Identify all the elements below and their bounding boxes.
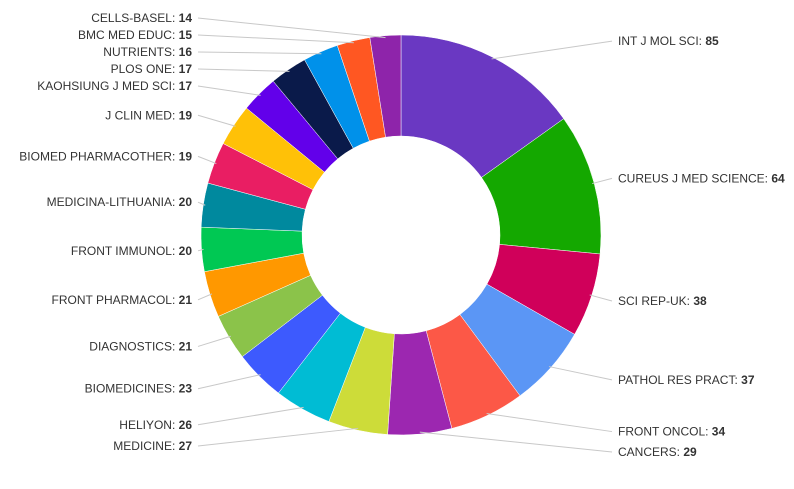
label-nutrients: NUTRIENTS: 16	[103, 45, 192, 59]
label-name: PATHOL RES PRACT:	[618, 373, 741, 387]
label-value: 20	[179, 244, 193, 258]
leader-line-kaohsiung-j-med-sci	[197, 85, 261, 96]
label-name: BMC MED EDUC:	[78, 28, 179, 42]
label-bmc-med-educ: BMC MED EDUC: 15	[78, 28, 192, 42]
label-name: DIAGNOSTICS:	[89, 339, 178, 353]
label-pathol-res-pract: PATHOL RES PRACT: 37	[618, 373, 755, 387]
label-value: 21	[179, 293, 193, 307]
label-value: 26	[179, 418, 193, 432]
label-value: 17	[179, 62, 193, 76]
label-value: 20	[179, 195, 193, 209]
label-name: PLOS ONE:	[111, 62, 179, 76]
label-front-pharmacol: FRONT PHARMACOL: 21	[52, 293, 193, 307]
leader-line-medicine	[197, 427, 359, 447]
label-kaohsiung-j-med-sci: KAOHSIUNG J MED SCI: 17	[37, 79, 192, 93]
label-sci-rep-uk: SCI REP-UK: 38	[618, 294, 707, 308]
slice-int-j-mol-sci[interactable]	[400, 34, 565, 178]
label-j-clin-med: J CLIN MED: 19	[105, 108, 192, 122]
label-cells-basel: CELLS-BASEL: 14	[91, 11, 192, 25]
leader-line-int-j-mol-sci	[491, 40, 613, 60]
label-name: BIOMEDICINES:	[85, 382, 179, 396]
label-value: 29	[683, 445, 697, 459]
label-name: CANCERS:	[618, 445, 683, 459]
leader-line-cells-basel	[197, 17, 386, 39]
label-biomedicines: BIOMEDICINES: 23	[85, 382, 193, 396]
leader-line-biomedicines	[197, 374, 261, 390]
label-name: J CLIN MED:	[105, 108, 178, 122]
label-value: 16	[179, 45, 193, 59]
label-value: 19	[179, 108, 193, 122]
label-name: FRONT ONCOL:	[618, 425, 712, 439]
donut-slices	[200, 34, 602, 436]
label-front-immunol: FRONT IMMUNOL: 20	[71, 244, 192, 258]
leader-line-bmc-med-educ	[197, 34, 354, 44]
slice-cells-basel[interactable]	[369, 34, 402, 138]
leader-line-front-oncol	[486, 413, 613, 433]
label-value: 85	[705, 34, 719, 48]
label-name: MEDICINA-LITHUANIA:	[47, 195, 179, 209]
label-name: KAOHSIUNG J MED SCI:	[37, 79, 178, 93]
label-name: HELIYON:	[119, 418, 178, 432]
leader-line-cancers	[419, 431, 613, 453]
label-value: 34	[712, 425, 726, 439]
leader-line-front-immunol	[197, 248, 204, 252]
label-plos-one: PLOS ONE: 17	[111, 62, 193, 76]
label-name: NUTRIENTS:	[103, 45, 178, 59]
label-value: 64	[771, 171, 785, 185]
leader-line-biomed-pharmacother	[197, 155, 217, 165]
label-cureus-j-med-science: CUREUS J MED SCIENCE: 64	[618, 171, 785, 185]
label-value: 23	[179, 382, 193, 396]
label-name: FRONT PHARMACOL:	[52, 293, 179, 307]
label-value: 37	[741, 373, 755, 387]
label-value: 19	[179, 149, 193, 163]
leader-line-j-clin-med	[197, 114, 236, 127]
leader-line-medicina-lithuania	[197, 201, 206, 206]
leader-line-plos-one	[197, 68, 290, 72]
label-biomed-pharmacother: BIOMED PHARMACOTHER: 19	[19, 149, 192, 163]
label-heliyon: HELIYON: 26	[119, 418, 192, 432]
leader-line-cureus-j-med-science	[592, 177, 613, 185]
label-value: 17	[179, 79, 193, 93]
label-int-j-mol-sci: INT J MOL SCI: 85	[618, 34, 719, 48]
leader-line-pathol-res-pract	[548, 366, 613, 381]
label-name: CUREUS J MED SCIENCE:	[618, 171, 771, 185]
label-medicina-lithuania: MEDICINA-LITHUANIA: 20	[47, 195, 193, 209]
leader-line-nutrients	[197, 51, 322, 55]
label-diagnostics: DIAGNOSTICS: 21	[89, 339, 192, 353]
label-name: SCI REP-UK:	[618, 294, 693, 308]
slice-labels: INT J MOL SCI: 85 CUREUS J MED SCIENCE: 6…	[19, 11, 785, 459]
label-name: INT J MOL SCI:	[618, 34, 705, 48]
label-front-oncol: FRONT ONCOL: 34	[618, 425, 725, 439]
label-value: 15	[179, 28, 193, 42]
label-name: CELLS-BASEL:	[91, 11, 178, 25]
label-medicine: MEDICINE: 27	[113, 439, 192, 453]
leader-line-heliyon	[197, 406, 304, 426]
label-name: FRONT IMMUNOL:	[71, 244, 179, 258]
label-name: BIOMED PHARMACOTHER:	[19, 149, 178, 163]
leader-line-front-pharmacol	[197, 293, 213, 301]
leader-line-diagnostics	[197, 335, 231, 347]
leader-line-sci-rep-uk	[589, 294, 613, 302]
label-value: 21	[179, 339, 193, 353]
label-cancers: CANCERS: 29	[618, 445, 697, 459]
label-name: MEDICINE:	[113, 439, 178, 453]
label-value: 38	[693, 294, 707, 308]
label-value: 27	[179, 439, 193, 453]
leader-lines	[197, 17, 613, 453]
label-value: 14	[179, 11, 193, 25]
